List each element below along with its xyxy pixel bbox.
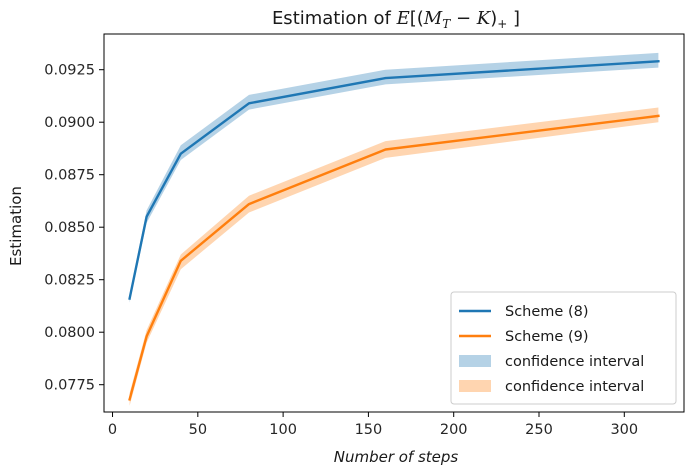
y-tick-label: 0.0800 xyxy=(44,325,95,341)
x-tick-label: 300 xyxy=(610,422,638,438)
chart-title-prefix: Estimation of xyxy=(272,8,397,29)
x-axis: 0 50 100 150 200 250 300 xyxy=(108,412,638,438)
legend: Scheme (8) Scheme (9) confidence interval c… xyxy=(450,291,677,405)
legend-label: confidence interval xyxy=(505,379,644,395)
series-lines xyxy=(128,60,660,401)
legend-box xyxy=(450,291,677,405)
y-tick-label: 0.0850 xyxy=(44,220,95,236)
legend-label: Scheme (8) xyxy=(505,304,588,320)
legend-label: Scheme (9) xyxy=(505,329,588,345)
y-tick-label: 0.0900 xyxy=(44,115,95,131)
x-tick-label: 200 xyxy=(440,422,468,438)
legend-swatch-band xyxy=(459,355,491,367)
legend-label: confidence interval xyxy=(505,354,644,370)
chart-title: Estimation of E[(MT − K)+ ] xyxy=(272,8,520,31)
x-tick-label: 50 xyxy=(189,422,207,438)
x-tick-label: 0 xyxy=(108,422,117,438)
x-tick-label: 100 xyxy=(269,422,297,438)
y-tick-label: 0.0925 xyxy=(44,63,95,79)
plot-frame xyxy=(103,33,685,413)
x-axis-label: Number of steps xyxy=(334,448,459,466)
y-axis-label: Estimation xyxy=(7,186,25,266)
series-line-1 xyxy=(128,60,660,301)
y-tick-label: 0.0875 xyxy=(44,168,95,184)
y-tick-label: 0.0775 xyxy=(44,378,95,394)
confidence-band-1 xyxy=(129,52,659,303)
chart-title-math: E xyxy=(396,8,410,29)
legend-swatch-band xyxy=(459,380,491,392)
series-line-2 xyxy=(128,114,660,401)
y-tick-label: 0.0825 xyxy=(44,273,95,289)
x-tick-label: 250 xyxy=(525,422,553,438)
x-tick-label: 150 xyxy=(355,422,383,438)
y-axis: 0.0775 0.0800 0.0825 0.0850 0.0875 0.0900 0.09… xyxy=(44,63,104,394)
